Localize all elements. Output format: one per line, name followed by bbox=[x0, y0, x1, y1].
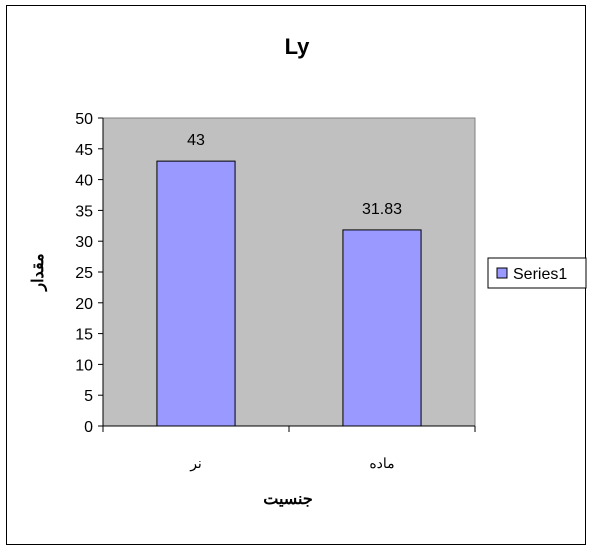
y-tick-label-6: 30 bbox=[75, 234, 93, 251]
data-label-1: 43 bbox=[187, 132, 205, 149]
y-tick-label-1: 5 bbox=[84, 388, 93, 405]
y-tick-label-7: 35 bbox=[75, 203, 93, 220]
bar-1 bbox=[156, 160, 236, 427]
y-axis-title: مقدار bbox=[30, 253, 48, 291]
y-tick-label-4: 20 bbox=[75, 296, 93, 313]
y-tick-label-10: 50 bbox=[75, 111, 93, 128]
bar-chart: Ly 43 31.83 نر ماده 0 5 10 15 20 25 30 35 40 45 50 مق… bbox=[30, 34, 587, 508]
y-tick-label-8: 40 bbox=[75, 173, 93, 190]
x-tick-label-2: ماده bbox=[369, 455, 394, 471]
data-label-2: 31.83 bbox=[362, 201, 402, 218]
legend: Series1 bbox=[487, 257, 587, 289]
bars-layer: 43 31.83 bbox=[156, 132, 422, 427]
x-tick-label-1: نر bbox=[189, 455, 202, 472]
legend-swatch-series1 bbox=[496, 267, 508, 279]
y-tick-label-3: 15 bbox=[75, 327, 93, 344]
chart-title: Ly bbox=[285, 34, 311, 59]
legend-label-series1: Series1 bbox=[513, 266, 567, 283]
y-tick-label-0: 0 bbox=[84, 419, 93, 436]
y-tick-label-2: 10 bbox=[75, 357, 93, 374]
bar-2 bbox=[342, 229, 422, 427]
y-tick-label-5: 25 bbox=[75, 265, 93, 282]
axes-layer: نر ماده 0 5 10 15 20 25 30 35 40 45 50 bbox=[75, 111, 476, 472]
x-axis-title: جنسیت bbox=[263, 491, 313, 508]
y-tick-label-9: 45 bbox=[75, 142, 93, 159]
